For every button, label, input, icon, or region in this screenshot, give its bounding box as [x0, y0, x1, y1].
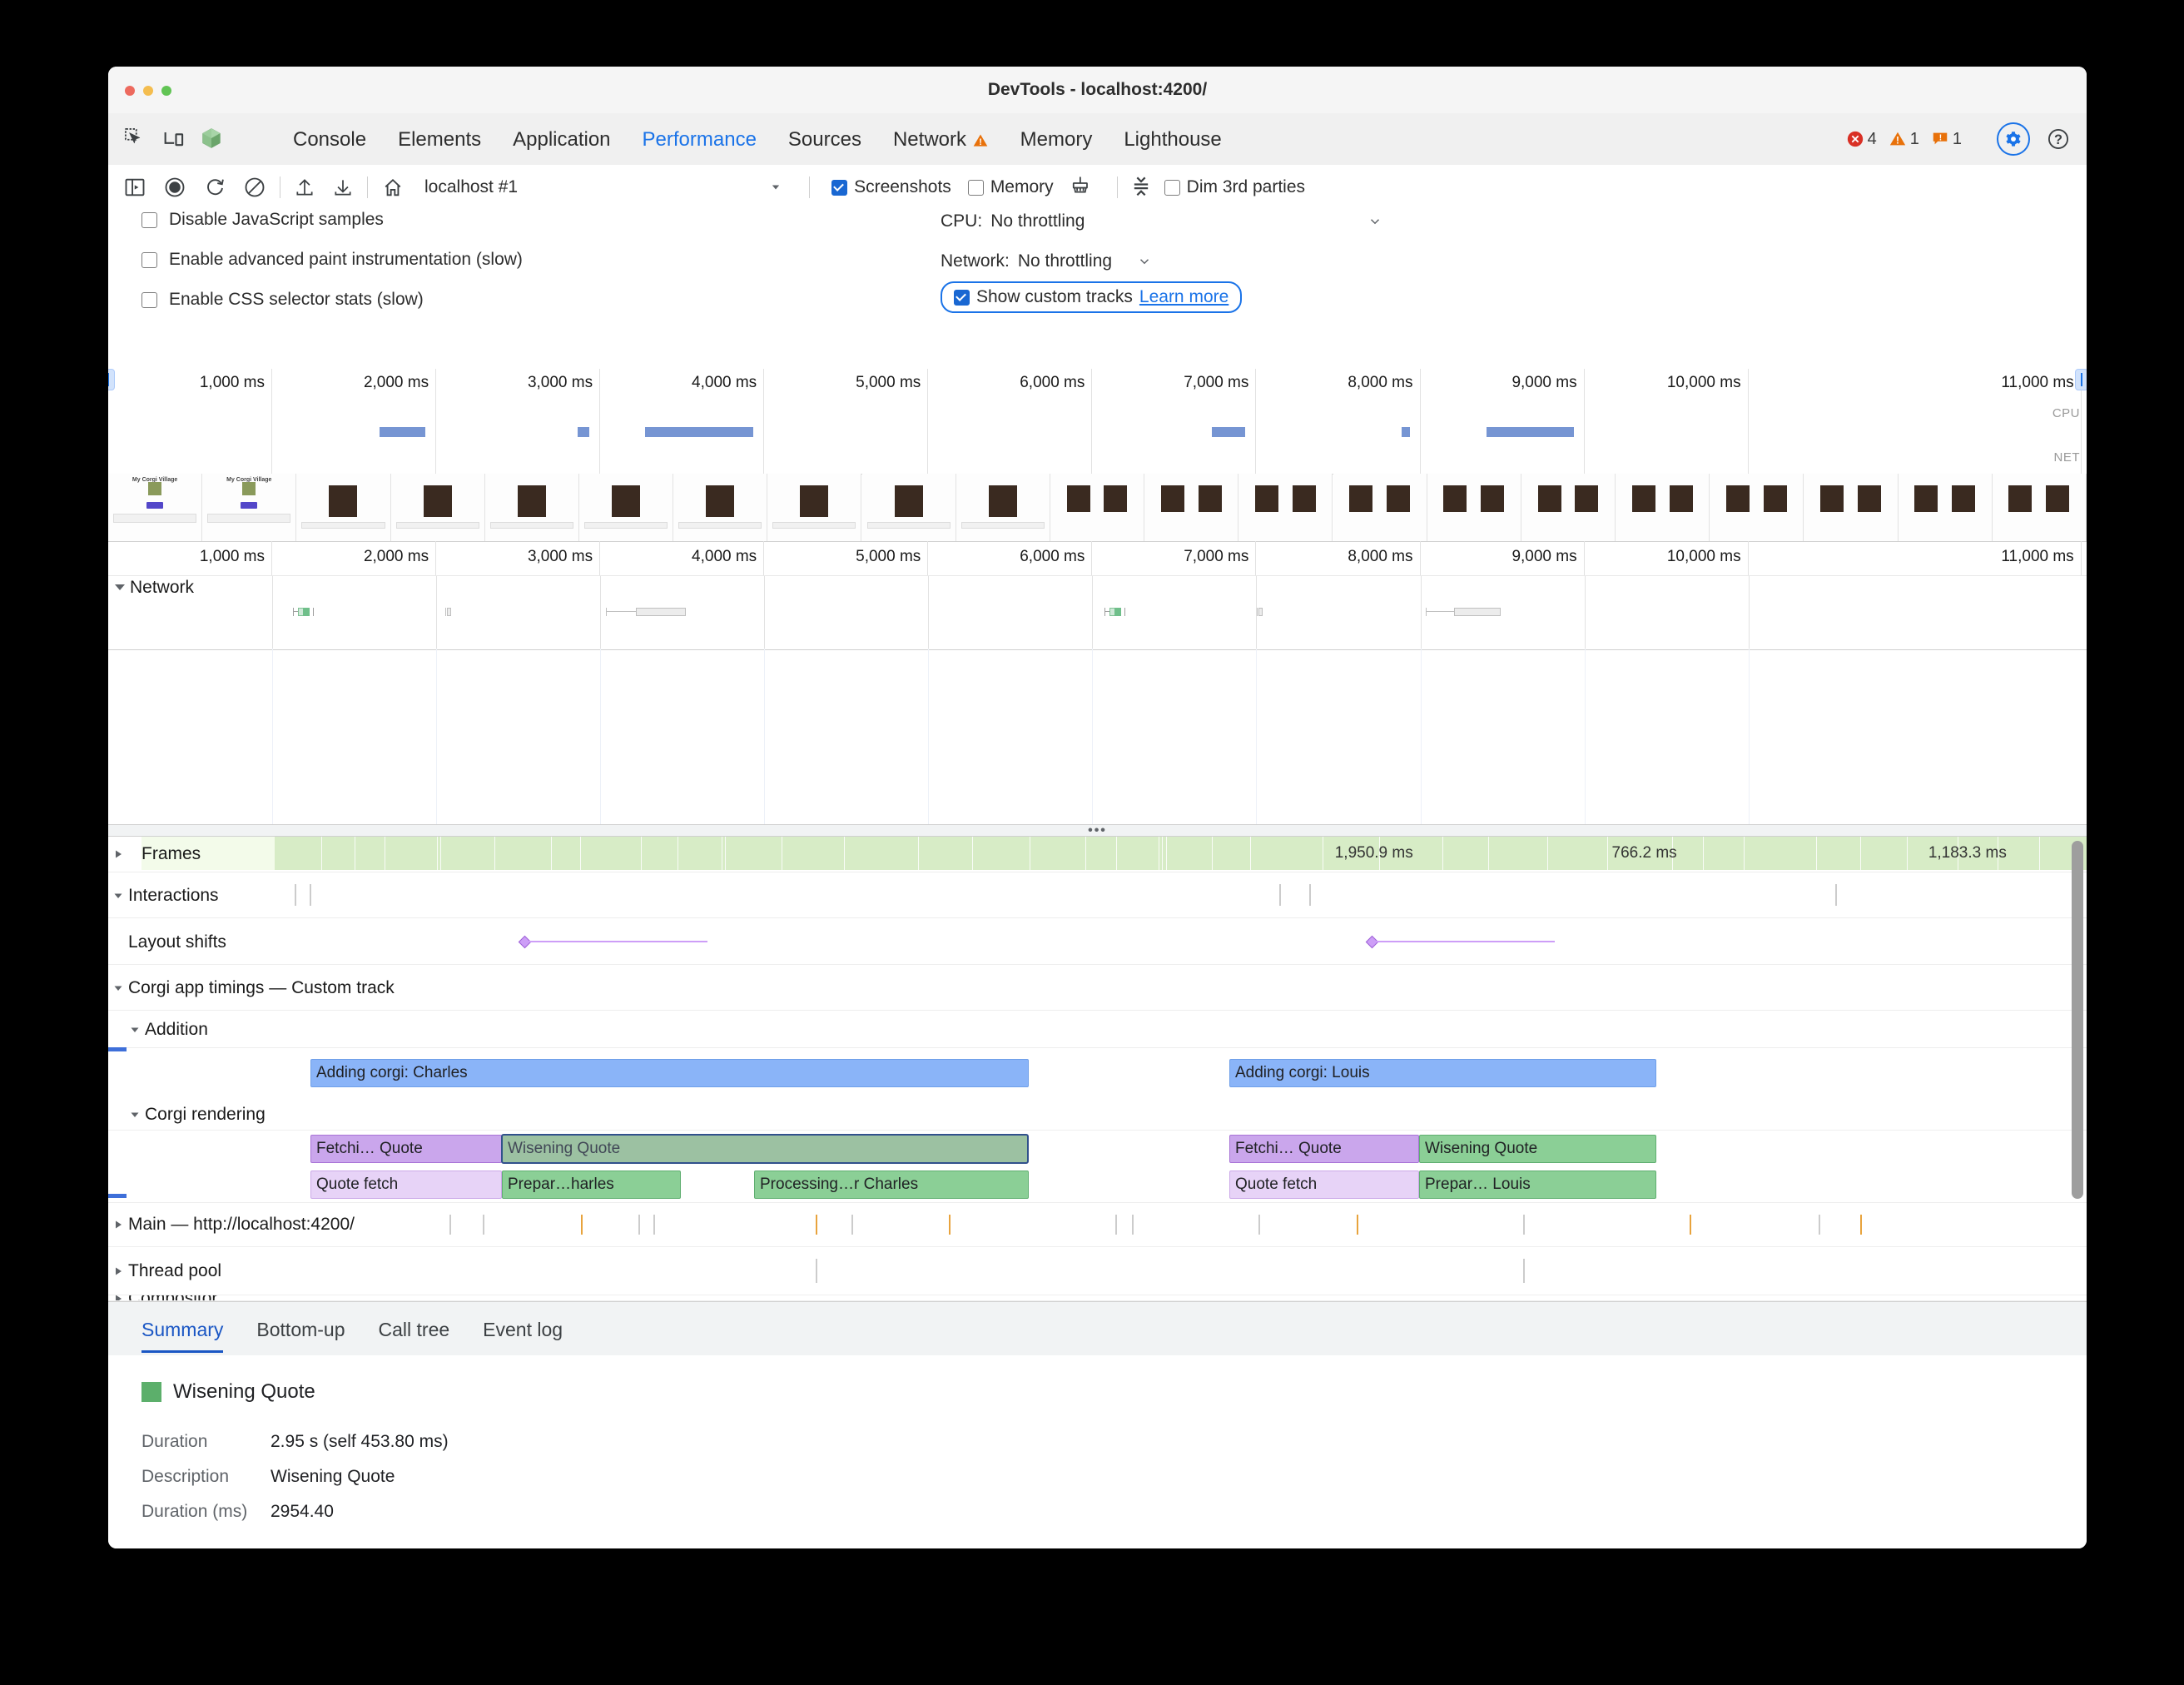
svg-text:!: !: [979, 137, 982, 147]
svg-text:!: !: [1939, 133, 1942, 142]
svg-text:!: !: [1896, 135, 1899, 147]
svg-text:?: ?: [2054, 132, 2062, 147]
